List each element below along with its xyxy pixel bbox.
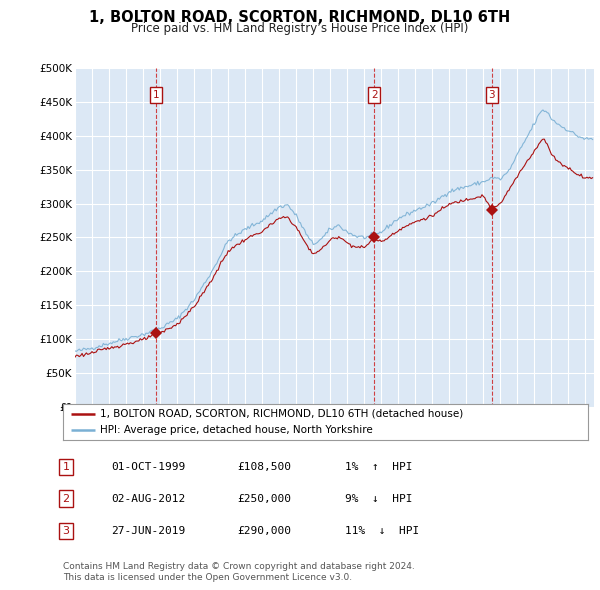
Text: 3: 3 [488, 90, 495, 100]
Text: £108,500: £108,500 [237, 463, 291, 472]
Text: 01-OCT-1999: 01-OCT-1999 [111, 463, 185, 472]
Text: Price paid vs. HM Land Registry’s House Price Index (HPI): Price paid vs. HM Land Registry’s House … [131, 22, 469, 35]
Text: 1: 1 [62, 463, 70, 472]
Text: 2: 2 [62, 494, 70, 503]
Text: Contains HM Land Registry data © Crown copyright and database right 2024.: Contains HM Land Registry data © Crown c… [63, 562, 415, 571]
Text: 02-AUG-2012: 02-AUG-2012 [111, 494, 185, 503]
Text: 9%  ↓  HPI: 9% ↓ HPI [345, 494, 413, 503]
Text: This data is licensed under the Open Government Licence v3.0.: This data is licensed under the Open Gov… [63, 572, 352, 582]
Text: HPI: Average price, detached house, North Yorkshire: HPI: Average price, detached house, Nort… [100, 425, 373, 435]
Text: 3: 3 [62, 526, 70, 536]
Text: £250,000: £250,000 [237, 494, 291, 503]
Text: 11%  ↓  HPI: 11% ↓ HPI [345, 526, 419, 536]
Text: £290,000: £290,000 [237, 526, 291, 536]
Text: 27-JUN-2019: 27-JUN-2019 [111, 526, 185, 536]
Text: 1%  ↑  HPI: 1% ↑ HPI [345, 463, 413, 472]
Text: 2: 2 [371, 90, 377, 100]
Text: 1, BOLTON ROAD, SCORTON, RICHMOND, DL10 6TH (detached house): 1, BOLTON ROAD, SCORTON, RICHMOND, DL10 … [100, 409, 463, 419]
Text: 1: 1 [152, 90, 159, 100]
Text: 1, BOLTON ROAD, SCORTON, RICHMOND, DL10 6TH: 1, BOLTON ROAD, SCORTON, RICHMOND, DL10 … [89, 10, 511, 25]
